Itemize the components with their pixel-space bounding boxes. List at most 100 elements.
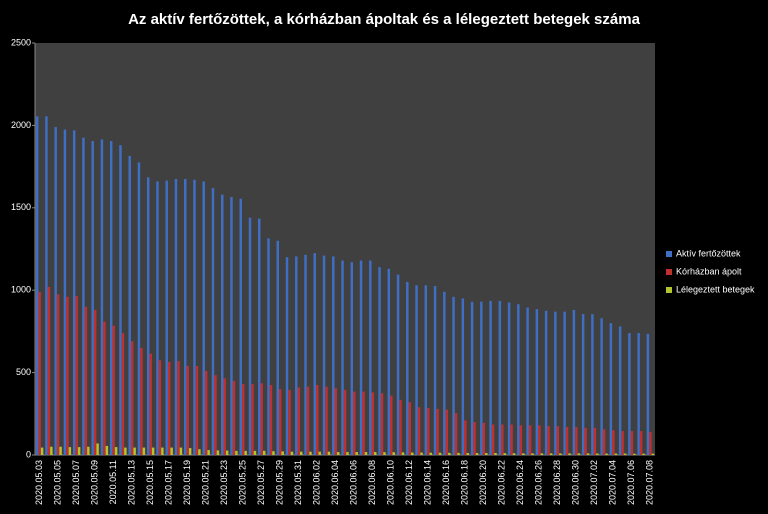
- legend-swatch: [666, 287, 672, 293]
- bar: [244, 450, 247, 455]
- x-tick-label: 2020.05.23: [219, 460, 229, 505]
- bar: [596, 453, 599, 455]
- bar: [50, 446, 53, 455]
- bar: [392, 452, 395, 455]
- bar: [510, 424, 513, 455]
- bar: [454, 412, 458, 455]
- bar: [633, 453, 636, 455]
- y-tick-label: 2000: [11, 120, 31, 130]
- bar: [387, 268, 391, 455]
- legend-swatch: [666, 251, 672, 257]
- bar: [355, 452, 358, 455]
- bar: [482, 422, 486, 455]
- x-tick-label: 2020.05.15: [145, 460, 155, 505]
- x-tick-label: 2020.06.22: [497, 460, 507, 505]
- bar: [204, 370, 208, 455]
- bar: [593, 427, 597, 455]
- bar: [56, 294, 60, 455]
- bar: [436, 408, 439, 455]
- bar: [470, 301, 474, 455]
- x-tick-label: 2020.07.04: [608, 460, 618, 505]
- bar: [605, 453, 608, 455]
- legend-swatch: [666, 269, 672, 275]
- bar: [100, 139, 104, 455]
- x-tick-label: 2020.05.09: [90, 460, 100, 505]
- bar: [121, 333, 125, 455]
- bar: [68, 447, 72, 455]
- bar: [260, 383, 263, 455]
- bar: [646, 333, 650, 455]
- bar: [318, 451, 321, 455]
- bar: [575, 426, 578, 455]
- bar: [565, 426, 569, 455]
- bar: [602, 429, 606, 455]
- bar: [278, 389, 282, 455]
- bar: [396, 274, 400, 455]
- x-tick-label: 2020.06.04: [330, 460, 340, 505]
- bar: [128, 155, 131, 455]
- bar: [639, 431, 643, 455]
- bar: [258, 218, 261, 455]
- bar: [239, 198, 242, 455]
- bar: [390, 395, 393, 455]
- bar: [491, 424, 495, 455]
- bar: [251, 384, 254, 455]
- bar: [618, 326, 622, 455]
- bar: [512, 453, 516, 455]
- bar: [544, 310, 548, 455]
- bar: [526, 307, 529, 455]
- bar: [609, 323, 613, 455]
- bar: [124, 447, 127, 455]
- bar: [591, 314, 594, 455]
- x-tick-label: 2020.05.31: [293, 460, 303, 505]
- bar: [503, 453, 507, 455]
- bar: [40, 447, 44, 455]
- bar: [91, 141, 94, 455]
- bar: [628, 333, 631, 455]
- bar: [417, 407, 421, 455]
- bar: [433, 286, 437, 455]
- bar: [584, 427, 587, 455]
- bar: [248, 217, 252, 455]
- bar: [84, 306, 88, 455]
- bar: [383, 452, 386, 455]
- legend-label: Lélegeztett betegek: [676, 284, 755, 294]
- bar: [556, 426, 560, 455]
- bar: [559, 453, 562, 455]
- legend-label: Aktív fertőzöttek: [676, 248, 741, 258]
- bar: [547, 426, 550, 455]
- bar: [362, 391, 365, 455]
- bar: [517, 304, 520, 455]
- bar: [306, 386, 310, 455]
- x-tick-label: 2020.05.07: [71, 460, 81, 505]
- bar: [221, 194, 224, 455]
- x-tick-label: 2020.05.21: [201, 460, 211, 505]
- bar: [563, 311, 566, 455]
- bar: [188, 448, 192, 455]
- x-tick-label: 2020.06.18: [460, 460, 470, 505]
- x-tick-label: 2020.05.27: [256, 460, 266, 505]
- bar: [522, 453, 525, 455]
- x-tick-label: 2020.06.02: [312, 460, 322, 505]
- bar: [87, 446, 90, 455]
- bar: [223, 378, 226, 455]
- bar: [216, 450, 220, 455]
- bar: [225, 450, 229, 455]
- x-tick-label: 2020.05.03: [34, 460, 44, 505]
- bar: [207, 450, 210, 455]
- chart-title: Az aktív fertőzöttek, a kórházban ápolta…: [128, 11, 640, 28]
- bar: [195, 366, 199, 455]
- bar: [466, 453, 469, 455]
- bar: [507, 302, 511, 455]
- bar: [549, 453, 553, 455]
- bar: [494, 453, 497, 455]
- bar: [429, 452, 432, 455]
- bar: [457, 452, 460, 455]
- bar: [531, 453, 534, 455]
- bar: [322, 255, 326, 455]
- bar: [572, 309, 576, 455]
- x-tick-label: 2020.06.26: [534, 460, 544, 505]
- bar: [93, 309, 97, 455]
- bar: [325, 386, 328, 455]
- bar: [297, 387, 300, 455]
